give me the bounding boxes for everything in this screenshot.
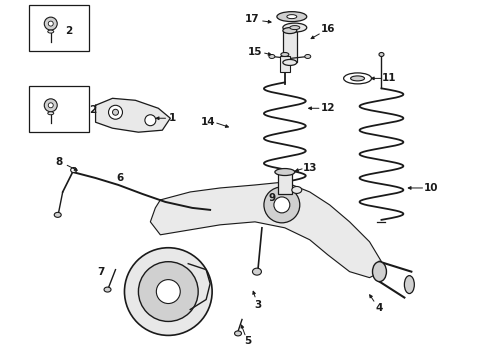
Circle shape [48,21,53,26]
Ellipse shape [343,73,371,84]
Polygon shape [96,98,171,132]
Circle shape [138,262,198,321]
Text: 15: 15 [248,48,262,58]
Ellipse shape [275,168,295,176]
Text: 9: 9 [269,193,275,203]
Ellipse shape [305,54,311,58]
Circle shape [145,115,156,126]
Text: 7: 7 [97,267,104,276]
Ellipse shape [283,28,297,33]
Ellipse shape [283,59,297,66]
Ellipse shape [104,287,111,292]
Ellipse shape [48,30,54,33]
Circle shape [274,197,290,213]
Ellipse shape [290,26,300,30]
Ellipse shape [372,262,387,282]
Circle shape [124,248,212,336]
Polygon shape [150,182,382,278]
Text: 10: 10 [424,183,439,193]
Ellipse shape [277,12,307,22]
Text: 6: 6 [117,173,124,183]
Text: 5: 5 [245,336,251,346]
Circle shape [108,105,122,119]
Ellipse shape [252,268,262,275]
Text: 12: 12 [320,103,335,113]
Text: 14: 14 [201,117,216,127]
Bar [280,57,290,72]
Ellipse shape [379,53,384,57]
Circle shape [113,109,119,115]
Text: 4: 4 [376,302,383,312]
Ellipse shape [71,167,76,172]
Text: 8: 8 [55,157,62,167]
Bar [29,86,89,132]
Ellipse shape [281,53,289,57]
Text: 16: 16 [320,24,335,33]
Circle shape [44,17,57,30]
Bar [283,31,297,62]
Ellipse shape [350,76,365,81]
Ellipse shape [269,54,275,58]
Text: 2: 2 [89,105,96,115]
Text: 11: 11 [382,73,397,84]
Bar [29,5,89,50]
Text: 1: 1 [169,113,176,123]
Circle shape [156,280,180,303]
Text: 2: 2 [65,26,73,36]
Ellipse shape [283,23,307,32]
Bar [278,172,292,194]
Ellipse shape [235,331,242,336]
Text: 3: 3 [254,300,262,310]
Ellipse shape [54,212,61,217]
Circle shape [264,187,300,223]
Ellipse shape [404,276,415,293]
Ellipse shape [48,112,54,115]
Circle shape [48,103,53,108]
Text: 13: 13 [302,163,317,173]
Text: 17: 17 [245,14,259,24]
Ellipse shape [292,186,302,193]
Circle shape [44,99,57,112]
Ellipse shape [287,15,297,19]
